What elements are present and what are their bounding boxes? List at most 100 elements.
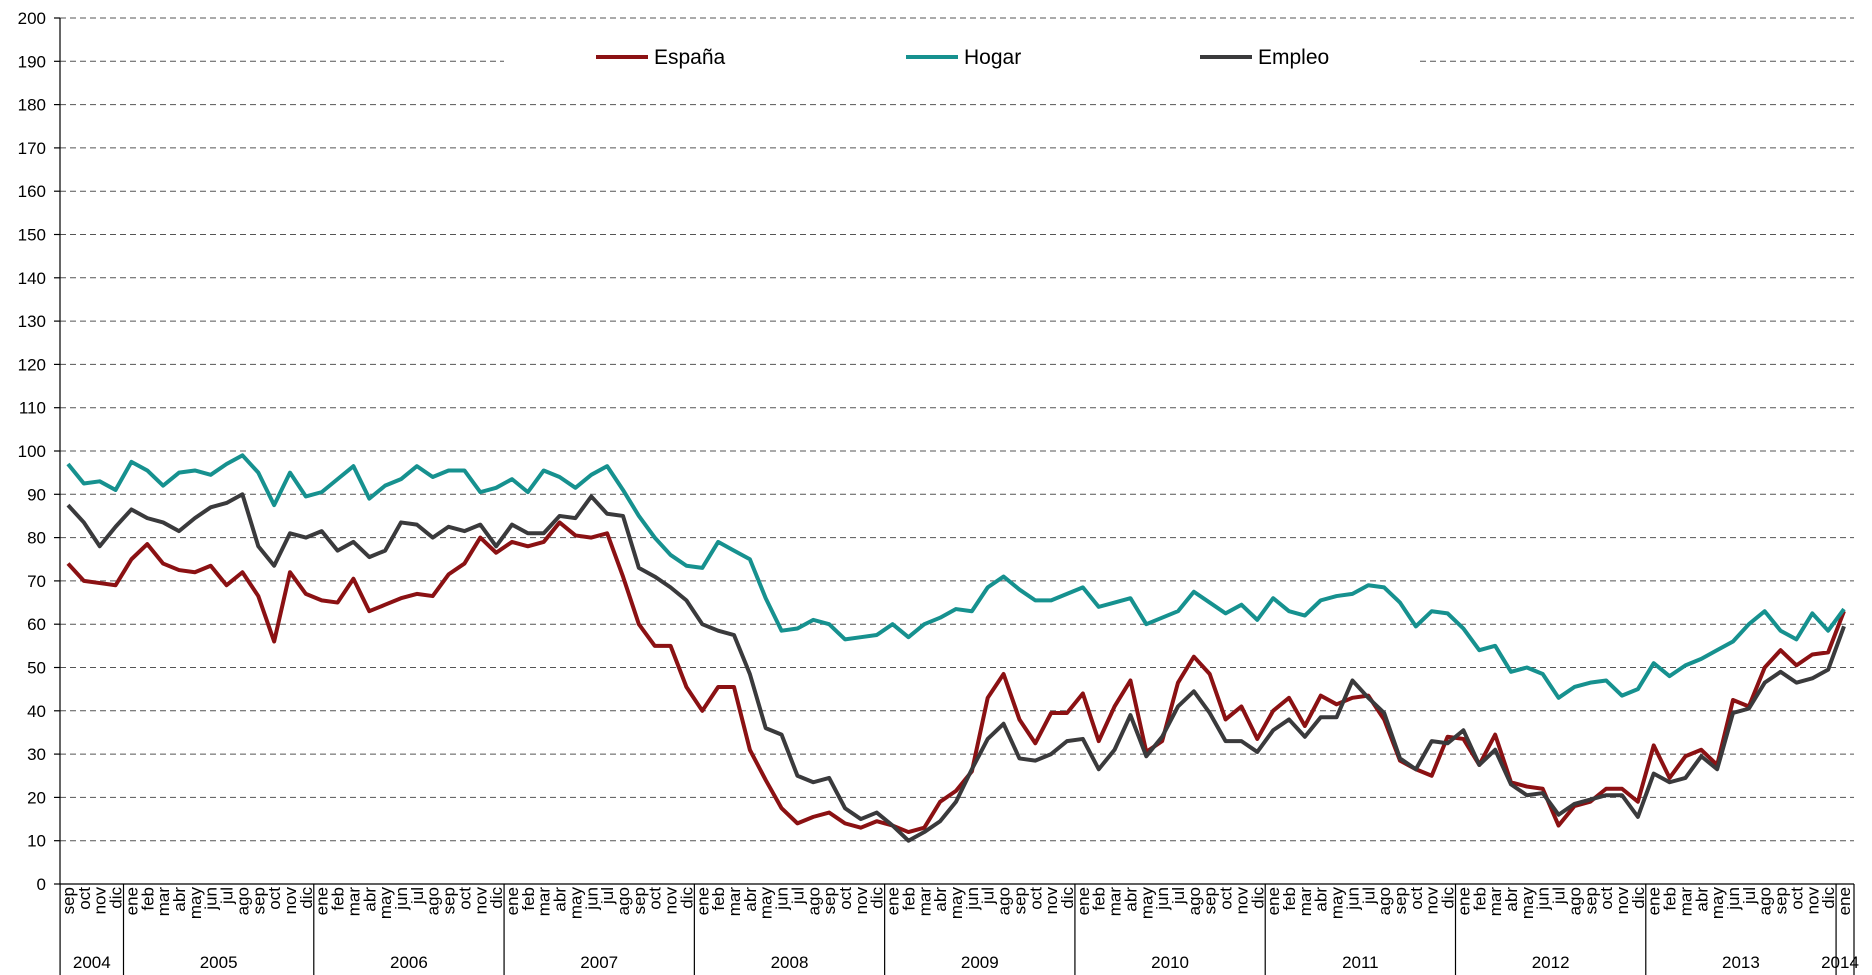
x-tick-label: dic (297, 887, 316, 909)
x-tick-label: dic (677, 887, 696, 909)
x-tick-label: ene (313, 887, 332, 915)
x-tick-label: abr (741, 887, 760, 912)
x-tick-label: nov (471, 887, 490, 915)
x-tick-label: ago (1375, 887, 1394, 915)
x-tick-label: jul (598, 887, 617, 905)
series-line (66, 453, 1846, 700)
x-tick-label: ene (1264, 887, 1283, 915)
x-tick-label: nov (1232, 887, 1251, 915)
y-tick-label: 40 (27, 702, 46, 721)
x-tick-label: oct (1787, 887, 1806, 910)
x-tick-label: sep (1581, 887, 1600, 914)
x-tick-label: mar (154, 887, 173, 917)
x-tick-label: feb (138, 887, 157, 911)
x-tick-label: ene (1835, 887, 1854, 915)
x-tick-label: oct (1217, 887, 1236, 910)
x-tick-label: ene (1454, 887, 1473, 915)
series-line (66, 492, 1846, 843)
x-tick-label: jun (1153, 887, 1172, 911)
y-tick-label: 90 (27, 485, 46, 504)
x-tick-label: mar (535, 887, 554, 917)
x-tick-label: dic (1819, 887, 1838, 909)
year-label: 2012 (1532, 953, 1570, 972)
x-tick-label: ene (503, 887, 522, 915)
x-tick-label: mar (1676, 887, 1695, 917)
y-tick-label: 0 (37, 875, 46, 894)
year-label: 2006 (390, 953, 428, 972)
x-tick-label: sep (440, 887, 459, 914)
x-tick-label: abr (551, 887, 570, 912)
x-tick-label: dic (487, 887, 506, 909)
y-tick-label: 140 (18, 269, 46, 288)
legend-label: Empleo (1258, 46, 1329, 69)
x-tick-label: sep (1201, 887, 1220, 914)
year-label: 2004 (73, 953, 111, 972)
x-tick-label: mar (1296, 887, 1315, 917)
x-tick-label: ago (233, 887, 252, 915)
x-tick-label: dic (1058, 887, 1077, 909)
legend-label: Hogar (964, 46, 1021, 69)
x-tick-label: nov (1042, 887, 1061, 915)
x-tick-label: ago (614, 887, 633, 915)
x-tick-label: sep (630, 887, 649, 914)
series-line (66, 520, 1846, 835)
x-tick-label: ene (884, 887, 903, 915)
y-tick-label: 100 (18, 442, 46, 461)
x-tick-label: feb (1090, 887, 1109, 911)
x-tick-label: abr (931, 887, 950, 912)
x-tick-label: may (947, 887, 966, 920)
y-tick-label: 30 (27, 745, 46, 764)
x-tick-label: dic (1629, 887, 1648, 909)
x-tick-label: may (757, 887, 776, 920)
x-tick-label: ago (1185, 887, 1204, 915)
x-tick-label: mar (725, 887, 744, 917)
x-tick-label: ago (995, 887, 1014, 915)
x-tick-label: sep (1010, 887, 1029, 914)
x-tick-label: mar (1486, 887, 1505, 917)
x-tick-label: jul (1359, 887, 1378, 905)
x-tick-label: sep (59, 887, 78, 914)
x-tick-label: mar (344, 887, 363, 917)
x-tick-label: sep (820, 887, 839, 914)
x-tick-label: ene (1645, 887, 1664, 915)
x-tick-label: abr (1502, 887, 1521, 912)
x-tick-label: jul (788, 887, 807, 905)
y-tick-label: 10 (27, 832, 46, 851)
x-tick-label: oct (646, 887, 665, 910)
x-tick-label: nov (1803, 887, 1822, 915)
x-tick-label: dic (868, 887, 887, 909)
x-tick-label: jul (1740, 887, 1759, 905)
x-tick-label: sep (1772, 887, 1791, 914)
x-tick-label: dic (107, 887, 126, 909)
x-tick-label: sep (249, 887, 268, 914)
legend-label: España (654, 46, 726, 69)
year-label: 2008 (771, 953, 809, 972)
x-tick-label: may (1518, 887, 1537, 920)
x-tick-label: may (1137, 887, 1156, 920)
x-tick-label: abr (360, 887, 379, 912)
year-label: 2010 (1151, 953, 1189, 972)
x-tick-label: oct (836, 887, 855, 910)
x-tick-label: feb (519, 887, 538, 911)
x-tick-label: may (1328, 887, 1347, 920)
x-tick-label: jun (202, 887, 221, 911)
y-tick-label: 160 (18, 182, 46, 201)
x-tick-label: may (1708, 887, 1727, 920)
x-tick-label: ago (804, 887, 823, 915)
x-tick-label: ago (1756, 887, 1775, 915)
x-tick-label: nov (1613, 887, 1632, 915)
x-tick-label: abr (1121, 887, 1140, 912)
x-tick-label: jun (392, 887, 411, 911)
x-tick-label: feb (899, 887, 918, 911)
y-tick-label: 180 (18, 96, 46, 115)
x-tick-label: jul (1550, 887, 1569, 905)
x-tick-label: may (376, 887, 395, 920)
y-tick-label: 120 (18, 355, 46, 374)
y-tick-label: 20 (27, 788, 46, 807)
y-tick-label: 110 (19, 399, 46, 418)
y-tick-label: 70 (27, 572, 46, 591)
year-label: 2011 (1342, 953, 1379, 972)
x-tick-label: jun (1534, 887, 1553, 911)
x-tick-label: oct (75, 887, 94, 910)
